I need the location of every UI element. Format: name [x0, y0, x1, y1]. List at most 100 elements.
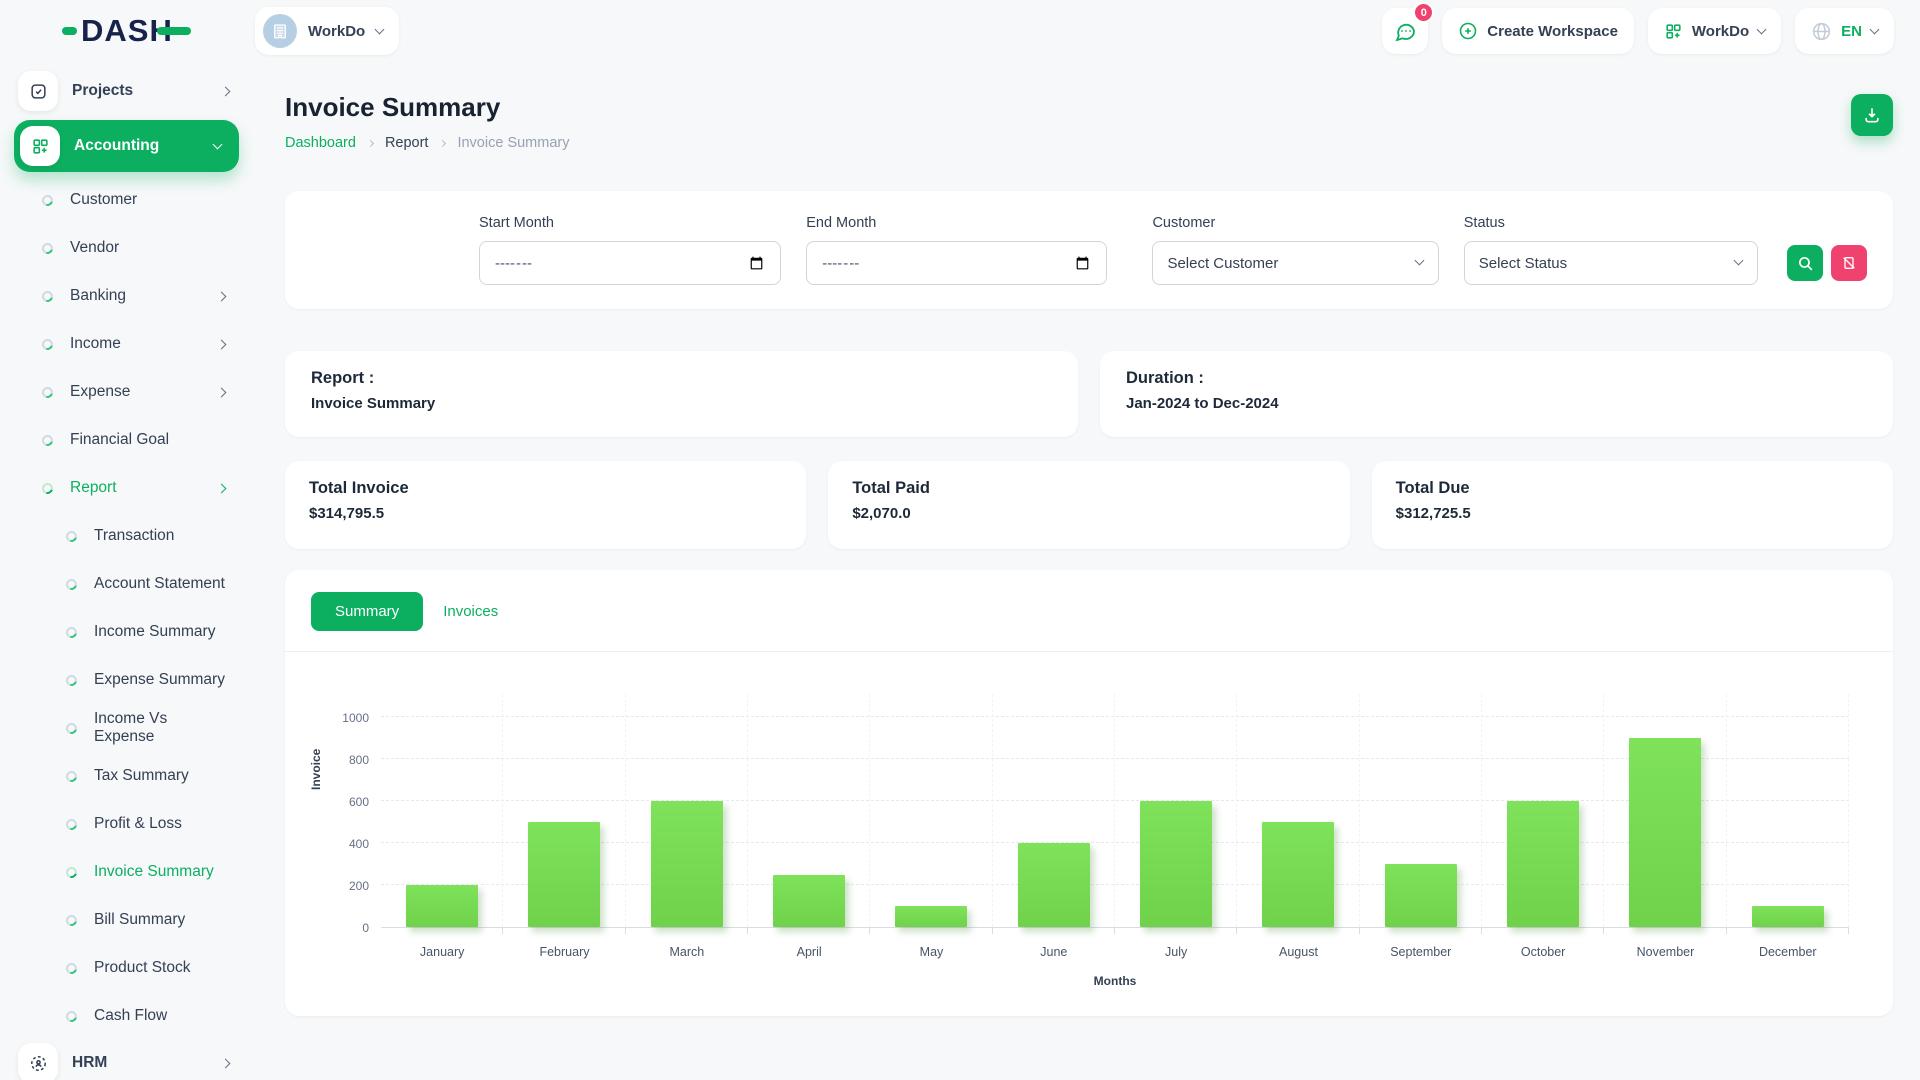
tab-invoices[interactable]: Invoices — [443, 603, 498, 620]
messages-badge: 0 — [1413, 2, 1434, 23]
bullet-icon — [40, 240, 55, 255]
sidebar: Projects Accounting Customer Vendor Bank… — [0, 62, 255, 1080]
create-workspace-button[interactable]: Create Workspace — [1442, 8, 1634, 54]
customer-label: Customer — [1152, 215, 1438, 231]
chart-bar-october[interactable] — [1507, 801, 1579, 927]
start-month-label: Start Month — [479, 215, 781, 231]
breadcrumb: Dashboard Report Invoice Summary — [285, 135, 569, 151]
sidebar-item-report[interactable]: Report — [14, 464, 239, 512]
sidebar-item-expense-summary[interactable]: Expense Summary — [14, 656, 239, 704]
y-axis-tick-label: 1000 — [342, 711, 369, 725]
chart-category: August — [1237, 694, 1359, 927]
sidebar-item-income-vs-expense[interactable]: Income Vs Expense — [14, 704, 239, 752]
sidebar-item-label: Tax Summary — [94, 767, 225, 785]
clear-filter-icon — [1841, 255, 1857, 271]
bullet-icon — [64, 672, 79, 687]
stat-label: Total Paid — [852, 479, 1325, 498]
chevron-down-icon — [375, 25, 385, 35]
status-label: Status — [1464, 215, 1758, 231]
sidebar-item-label: Product Stock — [94, 959, 225, 977]
messages-button[interactable]: 0 — [1382, 8, 1428, 54]
logo-dash-icon — [62, 27, 77, 35]
workspace-switcher[interactable]: WorkDo — [255, 7, 399, 55]
sidebar-item-label: Account Statement — [94, 575, 225, 593]
sidebar-item-projects[interactable]: Projects — [14, 68, 239, 114]
download-icon — [1862, 105, 1882, 125]
chart-bar-january[interactable] — [406, 885, 478, 927]
account-menu[interactable]: WorkDo — [1648, 8, 1781, 54]
chart-bar-march[interactable] — [651, 801, 723, 927]
x-axis-label: June — [993, 945, 1115, 959]
apply-filter-button[interactable] — [1787, 245, 1823, 281]
breadcrumb-dashboard[interactable]: Dashboard — [285, 135, 356, 151]
start-month-input[interactable] — [479, 241, 781, 285]
reset-filter-button[interactable] — [1831, 245, 1867, 281]
chevron-right-icon — [221, 86, 231, 96]
chart-bar-may[interactable] — [895, 906, 967, 927]
sidebar-item-label: Vendor — [70, 239, 225, 257]
bullet-icon — [40, 288, 55, 303]
sidebar-item-financial-goal[interactable]: Financial Goal — [14, 416, 239, 464]
chart-bar-june[interactable] — [1018, 843, 1090, 927]
sidebar-item-label: Financial Goal — [70, 431, 225, 449]
sidebar-item-customer[interactable]: Customer — [14, 176, 239, 224]
summary-chart-card: Summary Invoices Invoice 020040060080010… — [285, 570, 1893, 1016]
workspace-name: WorkDo — [308, 23, 365, 40]
tab-summary[interactable]: Summary — [311, 592, 423, 631]
create-workspace-label: Create Workspace — [1487, 23, 1618, 40]
chart-bar-december[interactable] — [1752, 906, 1824, 927]
chart-bar-april[interactable] — [773, 875, 845, 928]
sidebar-item-invoice-summary[interactable]: Invoice Summary — [14, 848, 239, 896]
sidebar-item-hrm[interactable]: HRM — [14, 1040, 239, 1080]
bullet-icon — [64, 576, 79, 591]
sidebar-item-account-statement[interactable]: Account Statement — [14, 560, 239, 608]
sidebar-item-transaction[interactable]: Transaction — [14, 512, 239, 560]
sidebar-item-label: Income — [70, 335, 201, 353]
stat-value: $314,795.5 — [309, 505, 782, 522]
chevron-right-icon — [221, 1058, 231, 1068]
stat-value: $2,070.0 — [852, 505, 1325, 522]
download-button[interactable] — [1851, 94, 1893, 136]
hrm-icon — [18, 1043, 58, 1080]
sidebar-item-label: Banking — [70, 287, 201, 305]
status-select[interactable]: Select Status — [1464, 241, 1758, 285]
sidebar-item-income-summary[interactable]: Income Summary — [14, 608, 239, 656]
globe-icon — [1811, 21, 1832, 42]
chart-bar-september[interactable] — [1385, 864, 1457, 927]
chart-category: June — [993, 694, 1115, 927]
total-paid-card: Total Paid $2,070.0 — [828, 461, 1349, 549]
logo: DASH — [0, 13, 255, 49]
sidebar-item-vendor[interactable]: Vendor — [14, 224, 239, 272]
x-axis-label: July — [1115, 945, 1237, 959]
sidebar-item-label: Income Summary — [94, 623, 225, 641]
x-axis-label: May — [870, 945, 992, 959]
end-month-input[interactable] — [806, 241, 1107, 285]
sidebar-item-tax-summary[interactable]: Tax Summary — [14, 752, 239, 800]
chart-bar-november[interactable] — [1629, 738, 1701, 927]
sidebar-item-product-stock[interactable]: Product Stock — [14, 944, 239, 992]
sidebar-item-income[interactable]: Income — [14, 320, 239, 368]
sidebar-item-expense[interactable]: Expense — [14, 368, 239, 416]
chevron-down-icon — [1870, 25, 1880, 35]
report-card-value: Invoice Summary — [311, 395, 1052, 412]
customer-select[interactable]: Select Customer — [1152, 241, 1438, 285]
x-axis-label: October — [1482, 945, 1604, 959]
breadcrumb-report[interactable]: Report — [385, 135, 429, 151]
sidebar-item-label: Income Vs Expense — [94, 710, 225, 746]
chart-bar-february[interactable] — [528, 822, 600, 927]
sidebar-item-profit-loss[interactable]: Profit & Loss — [14, 800, 239, 848]
bullet-icon — [64, 864, 79, 879]
sidebar-item-cash-flow[interactable]: Cash Flow — [14, 992, 239, 1040]
language-selector[interactable]: EN — [1795, 8, 1894, 54]
duration-card-value: Jan-2024 to Dec-2024 — [1126, 395, 1867, 412]
bullet-icon — [64, 528, 79, 543]
grid-plus-icon — [1664, 22, 1683, 41]
sidebar-item-bill-summary[interactable]: Bill Summary — [14, 896, 239, 944]
sidebar-item-accounting[interactable]: Accounting — [14, 120, 239, 172]
bullet-icon — [64, 768, 79, 783]
chart-bar-july[interactable] — [1140, 801, 1212, 927]
sidebar-item-banking[interactable]: Banking — [14, 272, 239, 320]
y-axis-tick-label: 800 — [349, 753, 369, 767]
chart-bar-august[interactable] — [1262, 822, 1334, 927]
sidebar-item-label: Expense Summary — [94, 671, 225, 689]
